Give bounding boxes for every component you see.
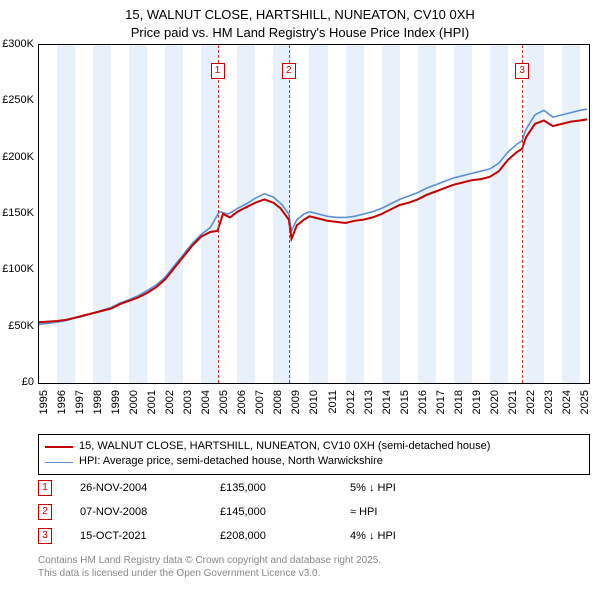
transaction-delta: 4% ↓ HPI [350,530,480,542]
x-tick-label: 2006 [236,390,248,414]
title-line-1: 15, WALNUT CLOSE, HARTSHILL, NUNEATON, C… [125,7,475,22]
legend-row: 15, WALNUT CLOSE, HARTSHILL, NUNEATON, C… [45,439,583,454]
x-tick-label: 2023 [543,390,555,414]
x-tick-label: 2016 [417,390,429,414]
transaction-delta: ≈ HPI [350,506,480,518]
y-tick-label: £50K [8,320,34,332]
x-tick-label: 2015 [399,390,411,414]
x-tick-label: 2010 [308,390,320,414]
x-tick-label: 2005 [218,390,230,414]
x-tick-label: 2011 [327,390,339,414]
y-tick-label: £200K [2,151,34,163]
transaction-date: 15-OCT-2021 [80,530,220,542]
x-tick-label: 1995 [38,390,50,414]
y-tick-label: £250K [2,94,34,106]
title-line-2: Price paid vs. HM Land Registry's House … [131,25,469,40]
x-axis: 1995 1996 1997 1998 1999 2000 2001 2002 2003 2004… [38,386,590,432]
plot-area: 1 2 3 [38,44,590,384]
footer: Contains HM Land Registry data © Crown c… [38,554,590,580]
x-tick-label: 2014 [381,390,393,414]
x-tick-label: 2021 [507,390,519,414]
x-tick-label: 1999 [110,390,122,414]
x-tick-label: 2018 [453,390,465,414]
y-axis: £0£50K£100K£150K£200K£250K£300K [0,44,36,384]
y-tick-label: £0 [22,376,34,388]
x-tick-label: 2001 [146,390,158,414]
footer-line-2: This data is licensed under the Open Gov… [38,568,320,579]
transaction-date: 07-NOV-2008 [80,506,220,518]
marker-box: 2 [282,63,296,79]
transaction-row: 2 07-NOV-2008£145,000≈ HPI [38,500,590,524]
transaction-marker: 1 [38,480,52,496]
transaction-price: £135,000 [220,482,350,494]
series-line [39,119,587,322]
x-tick-label: 2004 [200,390,212,414]
transaction-row: 3 15-OCT-2021£208,0004% ↓ HPI [38,524,590,548]
y-tick-label: £300K [2,38,34,50]
x-tick-label: 2013 [363,390,375,414]
x-tick-label: 2020 [489,390,501,414]
marker-box: 3 [515,63,529,79]
legend-row: HPI: Average price, semi-detached house,… [45,454,583,469]
legend-label: HPI: Average price, semi-detached house,… [79,454,383,469]
legend-label: 15, WALNUT CLOSE, HARTSHILL, NUNEATON, C… [79,439,490,454]
x-tick-label: 2012 [345,390,357,414]
x-tick-label: 2008 [272,390,284,414]
marker-vline [522,45,523,383]
x-tick-label: 2009 [290,390,302,414]
x-tick-label: 2025 [579,390,591,414]
x-tick-label: 1996 [56,390,68,414]
x-tick-label: 2019 [471,390,483,414]
x-tick-label: 2002 [164,390,176,414]
x-tick-label: 1998 [92,390,104,414]
x-tick-label: 2024 [561,390,573,414]
x-tick-label: 2022 [525,390,537,414]
y-tick-label: £100K [2,263,34,275]
footer-line-1: Contains HM Land Registry data © Crown c… [38,555,381,566]
transaction-price: £145,000 [220,506,350,518]
marker-vline [289,45,290,383]
legend: 15, WALNUT CLOSE, HARTSHILL, NUNEATON, C… [38,434,590,475]
transaction-date: 26-NOV-2004 [80,482,220,494]
x-tick-label: 1997 [74,390,86,414]
x-tick-label: 2000 [128,390,140,414]
marker-box: 1 [211,63,225,79]
x-tick-label: 2007 [254,390,266,414]
y-tick-label: £150K [2,207,34,219]
chart-title: 15, WALNUT CLOSE, HARTSHILL, NUNEATON, C… [0,0,600,41]
legend-swatch [45,446,73,448]
chart-container: 15, WALNUT CLOSE, HARTSHILL, NUNEATON, C… [0,0,600,590]
transaction-price: £208,000 [220,530,350,542]
transaction-row: 1 26-NOV-2004£135,0005% ↓ HPI [38,476,590,500]
transaction-marker: 2 [38,504,52,520]
transactions-table: 1 26-NOV-2004£135,0005% ↓ HPI 2 07-NOV-2008… [38,476,590,548]
x-tick-label: 2017 [435,390,447,414]
x-tick-label: 2003 [182,390,194,414]
transaction-delta: 5% ↓ HPI [350,482,480,494]
transaction-marker: 3 [38,528,52,544]
chart-svg [39,45,589,383]
marker-vline [218,45,219,383]
legend-swatch [45,462,73,463]
